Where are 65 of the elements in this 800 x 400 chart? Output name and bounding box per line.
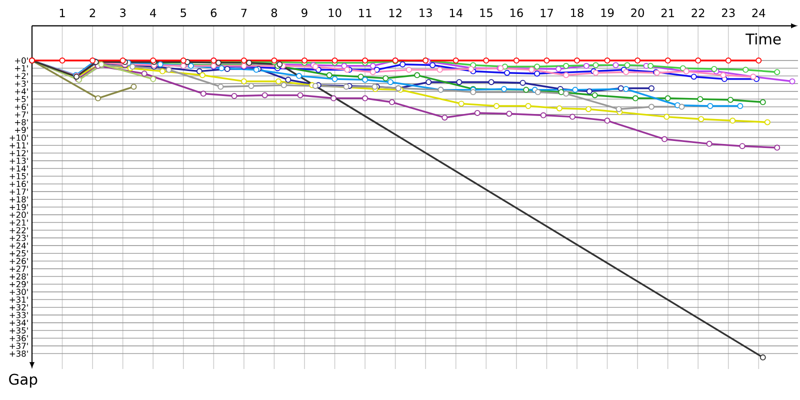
y-tick-label: +10'	[10, 134, 28, 141]
y-tick-label: +36'	[10, 335, 28, 342]
x-axis-title: Time	[746, 33, 781, 45]
y-tick-label: +26'	[10, 258, 28, 264]
y-tick-label: +30'	[10, 288, 28, 296]
y-tick-label: +11'	[10, 142, 28, 148]
y-tick-label: +9'	[15, 126, 28, 134]
x-tick-label: 20	[631, 8, 644, 18]
y-tick-label: +13'	[10, 158, 28, 164]
y-tick-label: +16'	[10, 180, 28, 188]
y-tick-label: +35'	[10, 327, 28, 334]
x-tick-label: 21	[661, 8, 674, 18]
x-tick-label: 14	[450, 8, 462, 18]
y-tick-label: +19'	[10, 204, 28, 210]
y-tick-label: +32'	[10, 304, 28, 310]
y-tick-label: +27'	[10, 266, 28, 272]
y-tick-label: +2'	[15, 72, 28, 79]
y-tick-label: +14'	[10, 165, 28, 172]
y-tick-label: +29'	[10, 281, 28, 288]
y-tick-label: +4'	[15, 88, 28, 94]
y-tick-label: +31'	[10, 296, 28, 303]
x-tick-label: 5	[180, 8, 186, 18]
y-tick-label: +22'	[10, 227, 28, 234]
y-tick-label: +34'	[10, 320, 28, 326]
y-tick-label: +33'	[10, 312, 28, 318]
y-tick-label: +37'	[10, 342, 28, 349]
x-tick-label: 19	[601, 8, 614, 18]
y-tick-label: +6'	[15, 104, 28, 110]
x-tick-label: 23	[722, 8, 735, 18]
x-tick-label: 9	[302, 8, 308, 18]
x-tick-label: 6	[210, 8, 217, 18]
x-tick-label: 16	[510, 8, 523, 18]
y-tick-label: +17'	[10, 188, 28, 195]
y-tick-label: +12'	[10, 150, 28, 156]
y-tick-label: +20'	[10, 212, 28, 218]
x-tick-label: 10	[328, 8, 342, 18]
x-tick-label: 3	[120, 8, 126, 18]
x-tick-label: 4	[150, 8, 156, 18]
x-tick-label: 12	[389, 8, 402, 18]
y-axis-title: Gap	[9, 374, 38, 388]
y-tick-label: +15'	[10, 173, 28, 180]
y-tick-label: +38'	[10, 350, 28, 357]
y-tick-label: +18'	[10, 196, 28, 202]
x-tick-label: 22	[692, 8, 704, 18]
y-tick-label: +3'	[15, 80, 28, 87]
x-tick-label: 2	[90, 8, 96, 18]
x-tick-label: 17	[540, 8, 553, 18]
x-tick-label: 1	[60, 8, 65, 18]
x-tick-label: 13	[420, 8, 432, 18]
y-tick-label: +1'	[15, 65, 28, 72]
y-tick-label: +21'	[10, 219, 28, 226]
y-tick-label: +7'	[15, 111, 28, 118]
x-tick-label: 24	[752, 8, 766, 18]
x-tick-label: 8	[271, 8, 278, 18]
x-tick-label: 15	[480, 8, 492, 18]
y-tick-label: +8'	[15, 119, 28, 126]
y-tick-label: +25'	[10, 250, 28, 256]
y-tick-label: +24'	[10, 242, 28, 249]
x-tick-label: 11	[359, 8, 372, 18]
y-tick-label: +0'	[15, 57, 28, 64]
y-tick-label: +5'	[15, 96, 28, 102]
x-tick-label: 18	[571, 8, 584, 18]
y-tick-label: +23'	[10, 234, 28, 242]
x-tick-label: 7	[241, 8, 247, 18]
y-tick-label: +28'	[10, 273, 28, 280]
